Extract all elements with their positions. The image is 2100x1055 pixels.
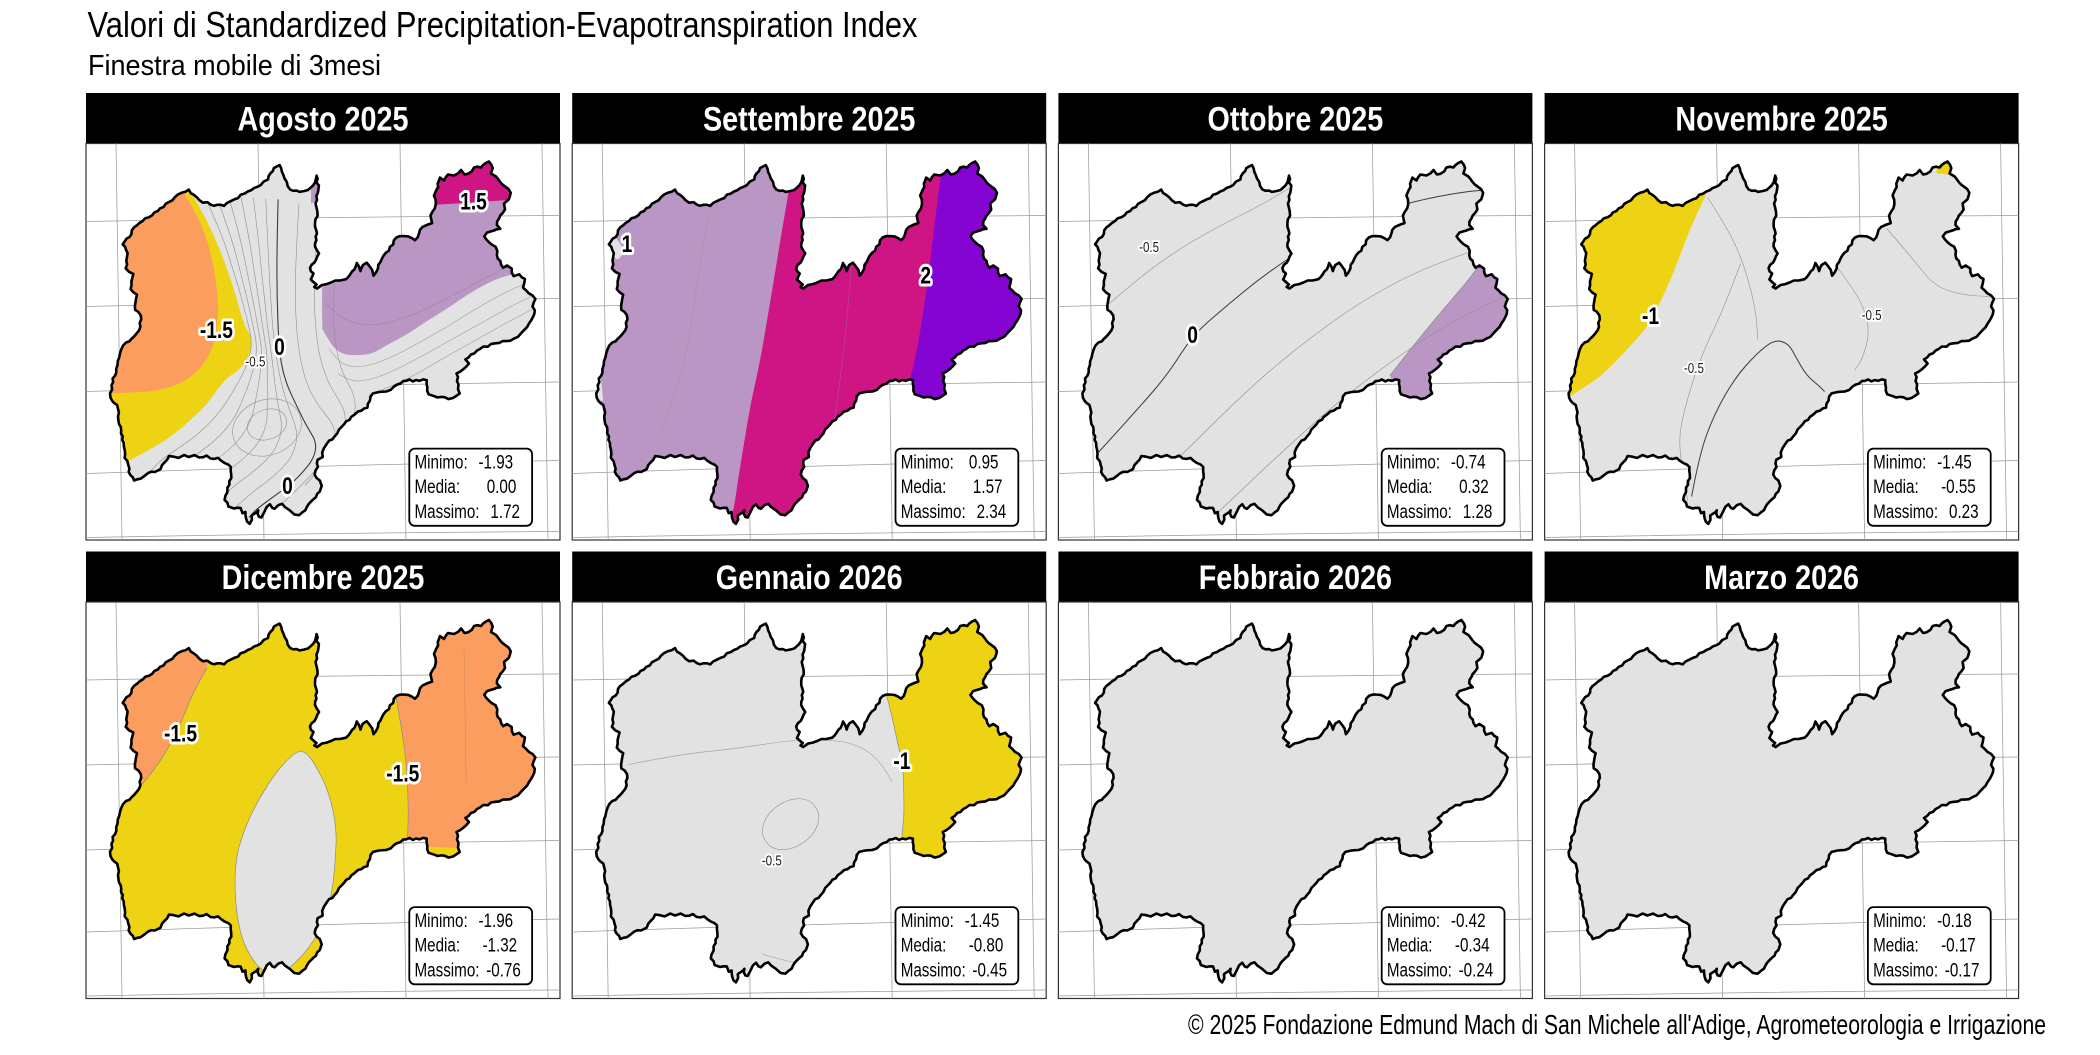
svg-text:0: 0	[282, 472, 293, 500]
svg-text:Minimo:: Minimo:	[415, 450, 468, 472]
svg-text:Minimo:: Minimo:	[1387, 450, 1440, 472]
svg-text:1.28: 1.28	[1463, 500, 1493, 522]
svg-text:-0.5: -0.5	[1862, 307, 1882, 324]
svg-text:2: 2	[920, 261, 931, 289]
svg-text:0.32: 0.32	[1459, 475, 1489, 497]
svg-text:Media:: Media:	[1873, 475, 1919, 497]
svg-text:0.23: 0.23	[1949, 500, 1979, 522]
svg-text:Minimo:: Minimo:	[1873, 909, 1926, 931]
svg-text:-0.74: -0.74	[1451, 450, 1486, 472]
svg-text:-0.17: -0.17	[1945, 959, 1980, 981]
svg-text:-0.76: -0.76	[486, 959, 521, 981]
svg-text:-1.5: -1.5	[200, 316, 233, 344]
svg-text:Media:: Media:	[901, 934, 947, 956]
svg-text:2.34: 2.34	[977, 500, 1007, 522]
svg-text:-0.5: -0.5	[762, 852, 782, 869]
svg-text:Settembre 2025: Settembre 2025	[703, 100, 915, 138]
svg-text:-0.42: -0.42	[1451, 909, 1486, 931]
svg-text:Valori di Standardized Precipi: Valori di Standardized Precipitation-Eva…	[88, 4, 918, 45]
svg-text:Massimo:: Massimo:	[1387, 500, 1452, 522]
svg-text:© 2025 Fondazione Edmund Mach: © 2025 Fondazione Edmund Mach di San Mic…	[1188, 1009, 2046, 1040]
svg-text:0: 0	[1187, 321, 1198, 349]
svg-text:Agosto 2025: Agosto 2025	[238, 100, 409, 138]
svg-text:-0.34: -0.34	[1455, 934, 1490, 956]
svg-text:Media:: Media:	[415, 475, 461, 497]
svg-text:Massimo:: Massimo:	[1873, 959, 1938, 981]
svg-text:-1: -1	[893, 747, 910, 775]
svg-text:Novembre 2025: Novembre 2025	[1675, 100, 1887, 138]
svg-text:-0.45: -0.45	[972, 959, 1007, 981]
svg-text:Massimo:: Massimo:	[901, 500, 966, 522]
svg-text:Massimo:: Massimo:	[1873, 500, 1938, 522]
svg-text:Media:: Media:	[1387, 475, 1433, 497]
svg-text:-1: -1	[1642, 302, 1659, 330]
svg-text:-0.5: -0.5	[1139, 239, 1159, 256]
svg-text:0.00: 0.00	[487, 475, 517, 497]
svg-text:Febbraio 2026: Febbraio 2026	[1199, 559, 1392, 597]
svg-text:Finestra mobile di 3mesi: Finestra mobile di 3mesi	[88, 50, 381, 82]
svg-text:1.57: 1.57	[973, 475, 1003, 497]
svg-text:Massimo:: Massimo:	[415, 500, 480, 522]
svg-text:-0.5: -0.5	[245, 353, 265, 370]
svg-text:Minimo:: Minimo:	[1387, 909, 1440, 931]
svg-text:-1.93: -1.93	[479, 450, 514, 472]
svg-text:-0.17: -0.17	[1941, 934, 1976, 956]
svg-text:Massimo:: Massimo:	[901, 959, 966, 981]
svg-text:Media:: Media:	[901, 475, 947, 497]
svg-text:-0.24: -0.24	[1459, 959, 1494, 981]
svg-text:0.95: 0.95	[969, 450, 999, 472]
svg-text:Media:: Media:	[1387, 934, 1433, 956]
svg-text:Minimo:: Minimo:	[1873, 450, 1926, 472]
svg-text:Marzo 2026: Marzo 2026	[1704, 559, 1859, 597]
svg-text:-1.45: -1.45	[1937, 450, 1972, 472]
svg-text:0: 0	[274, 333, 285, 361]
svg-text:-0.80: -0.80	[969, 934, 1004, 956]
svg-text:-1.96: -1.96	[479, 909, 514, 931]
svg-text:1: 1	[622, 230, 633, 258]
svg-text:-1.5: -1.5	[164, 719, 197, 747]
svg-text:Gennaio 2026: Gennaio 2026	[716, 559, 903, 597]
svg-text:-1.45: -1.45	[965, 909, 1000, 931]
svg-text:-1.5: -1.5	[386, 759, 419, 787]
svg-text:Dicembre 2025: Dicembre 2025	[222, 559, 425, 597]
svg-text:Minimo:: Minimo:	[901, 909, 954, 931]
svg-text:Minimo:: Minimo:	[415, 909, 468, 931]
svg-text:Massimo:: Massimo:	[415, 959, 480, 981]
svg-text:1.5: 1.5	[460, 187, 487, 215]
svg-text:-1.32: -1.32	[483, 934, 518, 956]
svg-text:Ottobre 2025: Ottobre 2025	[1208, 100, 1384, 138]
svg-text:Minimo:: Minimo:	[901, 450, 954, 472]
svg-text:-0.18: -0.18	[1937, 909, 1972, 931]
svg-text:Media:: Media:	[1873, 934, 1919, 956]
svg-text:Media:: Media:	[415, 934, 461, 956]
svg-text:-0.55: -0.55	[1941, 475, 1976, 497]
svg-text:1.72: 1.72	[490, 500, 520, 522]
svg-text:Massimo:: Massimo:	[1387, 959, 1452, 981]
svg-text:-0.5: -0.5	[1684, 360, 1704, 377]
